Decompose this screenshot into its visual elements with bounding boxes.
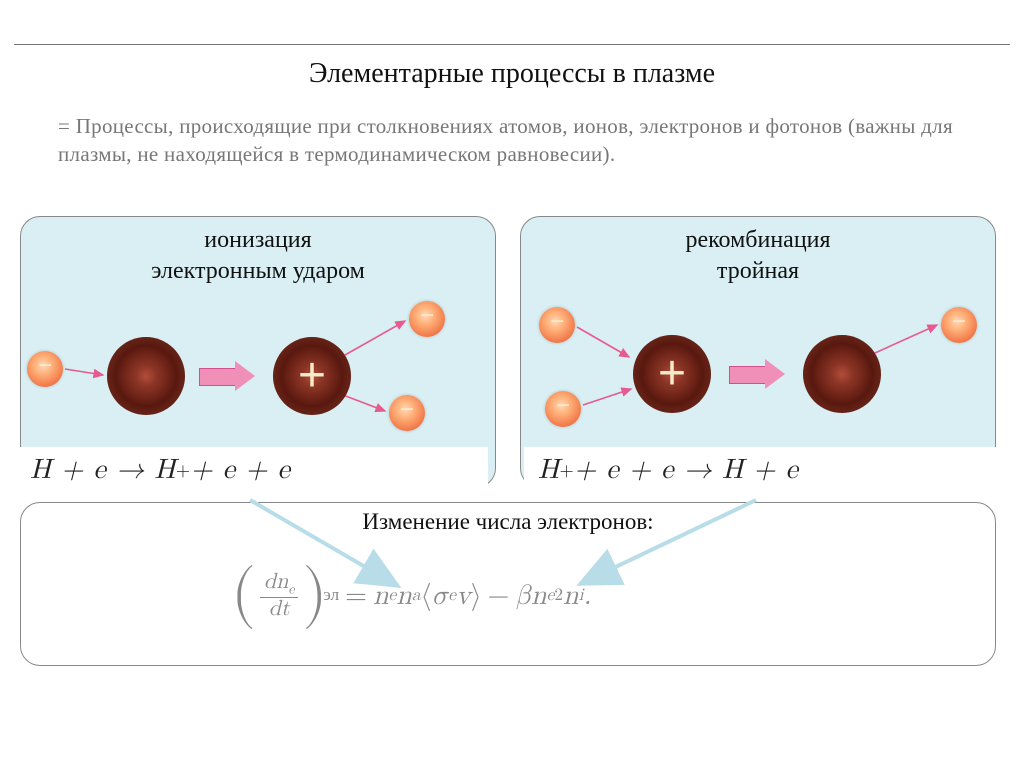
diagram-recombination: − − + − — [521, 309, 995, 439]
panel-recombination-title: рекомбинация тройная — [521, 217, 995, 287]
page-subtitle: = Процессы, происходящие при столкновени… — [58, 112, 968, 169]
electron-sphere: − — [27, 351, 63, 387]
top-rule — [14, 44, 1010, 45]
page-title: Элементарные процессы в плазме — [0, 58, 1024, 90]
plus-icon: + — [633, 335, 711, 413]
equation-ionization: H + e → H+ + e + e — [16, 447, 488, 493]
panel-recombination-title-l1: рекомбинация — [685, 227, 830, 253]
panel-ionization-title-l2: электронным ударом — [151, 258, 365, 284]
electron-sphere: − — [941, 307, 977, 343]
reaction-arrow — [729, 359, 785, 389]
minus-icon: − — [545, 391, 581, 421]
minus-icon: − — [389, 395, 425, 425]
minus-icon: − — [941, 307, 977, 337]
minus-icon: − — [409, 301, 445, 331]
panel-rate: Изменение числа электронов: (dnedt)эл= n… — [20, 502, 996, 666]
rate-title: Изменение числа электронов: — [21, 509, 995, 535]
panel-recombination-title-l2: тройная — [717, 258, 799, 284]
reaction-arrow — [199, 361, 255, 391]
electron-sphere: − — [539, 307, 575, 343]
ion-sphere: + — [273, 337, 351, 415]
diagram-ionization: −+−− — [21, 309, 495, 439]
rate-equation: (dnedt)эл= nena⟨σev⟩ − βne2ni. — [231, 571, 591, 621]
atom-sphere — [107, 337, 185, 415]
panel-ionization-title: ионизация электронным ударом — [21, 217, 495, 287]
minus-icon: − — [27, 351, 63, 381]
atom-sphere — [803, 335, 881, 413]
panel-ionization-title-l1: ионизация — [204, 227, 311, 253]
electron-sphere: − — [389, 395, 425, 431]
ion-sphere: + — [633, 335, 711, 413]
minus-icon: − — [539, 307, 575, 337]
electron-sphere: − — [409, 301, 445, 337]
electron-sphere: − — [545, 391, 581, 427]
equation-recombination: H+ + e + e → H + e — [524, 447, 996, 493]
plus-icon: + — [273, 337, 351, 415]
